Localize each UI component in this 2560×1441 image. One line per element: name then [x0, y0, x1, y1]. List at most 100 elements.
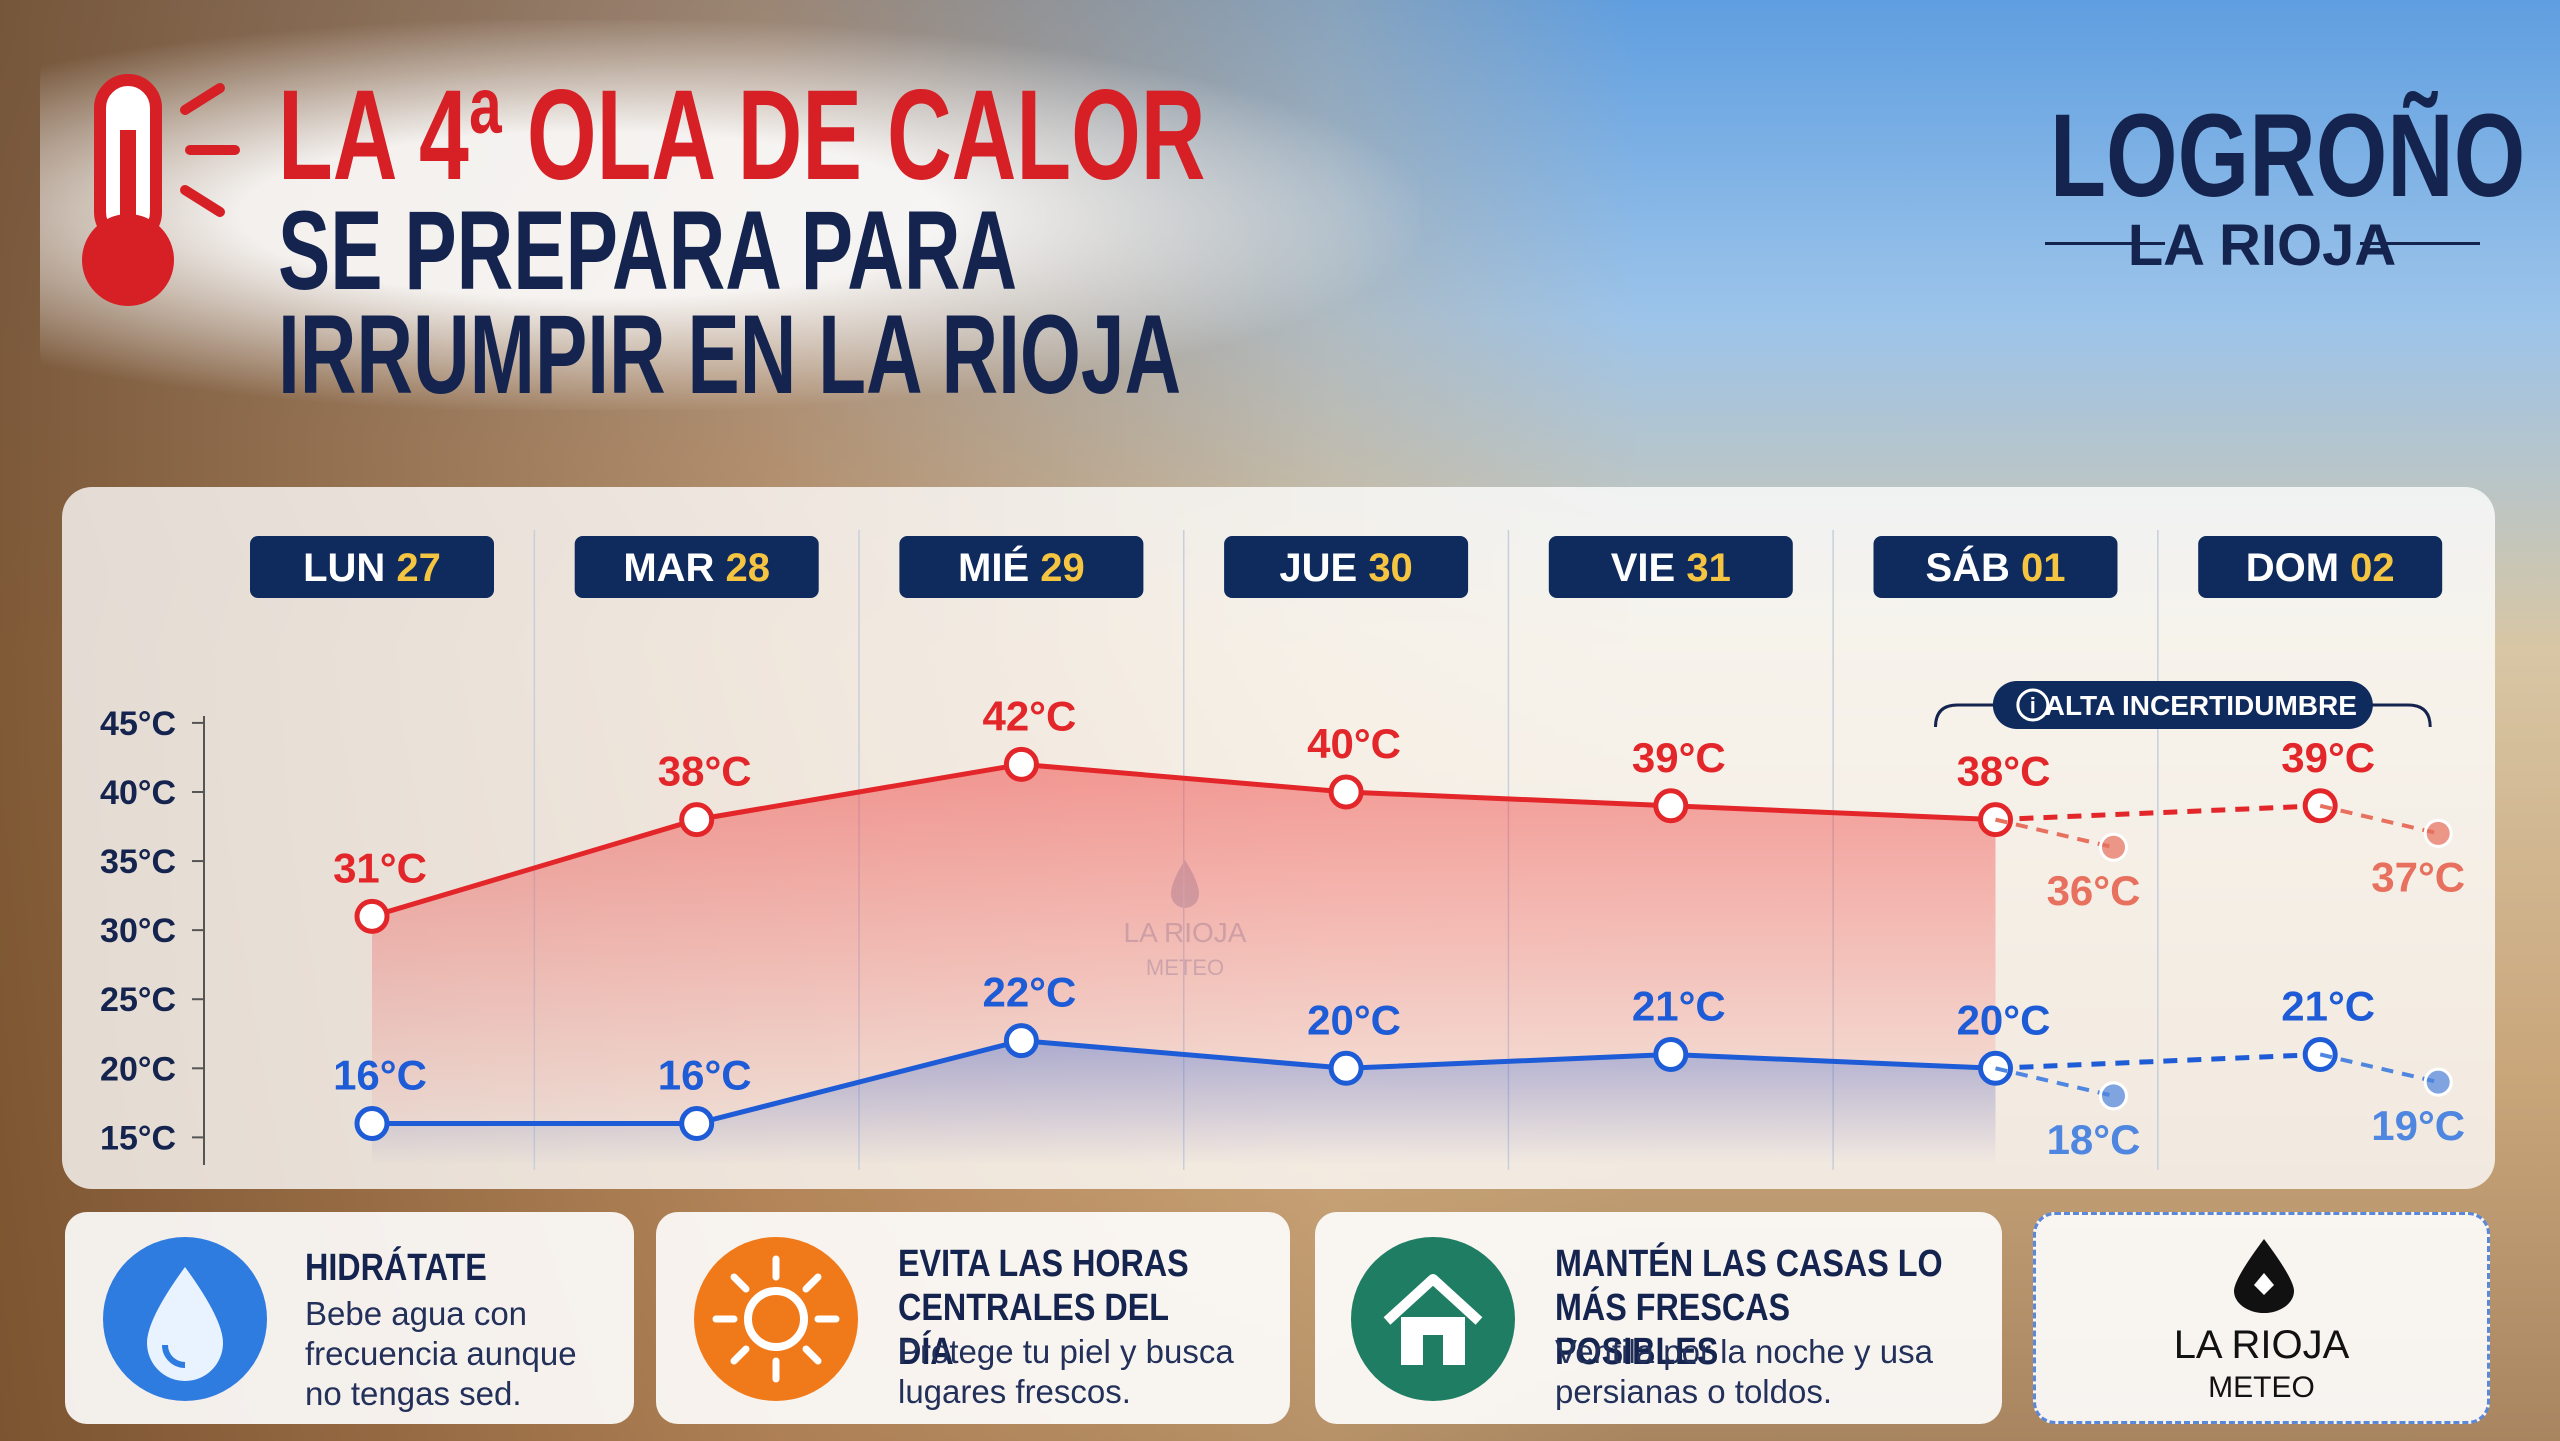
logo-sub: METEO — [2208, 1371, 2315, 1404]
value-label: 39°C — [2281, 734, 2375, 781]
day-pill — [1548, 536, 1793, 598]
value-label: 18°C — [2047, 1116, 2141, 1163]
day-name: DOM — [2246, 546, 2339, 590]
house-icon — [1351, 1237, 1515, 1401]
annotation: ALTA INCERTIDUMBRE — [2045, 690, 2357, 721]
alt-marker — [2423, 818, 2453, 848]
alt-marker — [2423, 1067, 2453, 1097]
value-label: 21°C — [1632, 982, 1726, 1029]
value-label: 40°C — [1307, 720, 1401, 767]
day-label: VIE 31 — [1611, 546, 1731, 590]
value-label: 31°C — [333, 844, 427, 891]
day-pill — [899, 536, 1144, 598]
day-name: VIE — [1611, 546, 1675, 590]
branch-line — [2319, 1052, 2439, 1085]
y-tick-label: 20°C — [100, 1050, 176, 1088]
marker — [679, 802, 715, 838]
value-label: 37°C — [2371, 853, 2465, 900]
day-label: SÁB 01 — [1925, 545, 2065, 590]
y-tick-label: 15°C — [100, 1119, 176, 1157]
thermometer-icon — [82, 74, 240, 306]
day-pill — [1873, 536, 2118, 598]
day-date: 31 — [1686, 546, 1731, 590]
day-label: LUN 27 — [303, 546, 441, 590]
line-dashed — [1995, 803, 2321, 823]
day-name: JUE — [1279, 546, 1357, 590]
marker — [679, 1106, 715, 1142]
annotation-pill — [1992, 681, 2373, 729]
tip-card: EVITA LAS HORAS CENTRALES DEL DÍA Proteg… — [656, 1212, 1290, 1424]
rule — [2045, 242, 2165, 245]
logo-card: LA RIOJA METEO — [2033, 1212, 2490, 1424]
day-date: 01 — [2021, 546, 2066, 590]
day-label: MIÉ 29 — [958, 545, 1085, 590]
day-label: JUE 30 — [1279, 546, 1412, 590]
info-i: i — [2030, 693, 2036, 718]
tip-title: MANTÉN LAS CASAS LO MÁS FRESCAS POSIBLES — [1555, 1243, 1943, 1373]
logo-icon — [2234, 1239, 2294, 1313]
y-tick-label: 40°C — [100, 774, 176, 812]
water-icon — [103, 1237, 267, 1401]
y-tick-label: 30°C — [100, 912, 176, 950]
marker — [354, 898, 390, 934]
title-line: LA 4ª OLA DE CALOR — [278, 64, 1206, 207]
day-name: MAR — [623, 546, 714, 590]
value-label: 22°C — [982, 969, 1076, 1016]
y-tick-label: 45°C — [100, 705, 176, 743]
day-pill — [574, 536, 819, 598]
tip-text: Ventila por la noche y usa persianas o t… — [1555, 1333, 1933, 1410]
branch-line — [1995, 1066, 2114, 1098]
y-tick-label: 35°C — [100, 843, 176, 881]
info-icon — [2016, 688, 2050, 722]
line — [372, 1038, 1996, 1127]
marker — [1653, 788, 1689, 824]
value-label: 21°C — [2281, 982, 2375, 1029]
day-pill — [2198, 536, 2443, 598]
alt-marker — [2099, 832, 2128, 862]
value-label: 42°C — [982, 692, 1076, 739]
branch-line — [1995, 817, 2114, 850]
day-label: MAR 28 — [623, 546, 770, 590]
value-label: 38°C — [1957, 748, 2051, 795]
value-label: 16°C — [658, 1052, 752, 1099]
line — [371, 761, 1996, 919]
value-label: 20°C — [1307, 996, 1401, 1043]
tip-text: Bebe agua con frecuencia aunque no tenga… — [305, 1295, 577, 1412]
tip-title: HIDRÁTATE — [305, 1247, 487, 1289]
day-date: 28 — [726, 546, 771, 590]
day-date: 02 — [2350, 546, 2395, 590]
tip-card: MANTÉN LAS CASAS LO MÁS FRESCAS POSIBLES… — [1315, 1212, 2002, 1424]
tip-card: HIDRÁTATE Bebe agua con frecuencia aunqu… — [65, 1212, 634, 1424]
value-label: 19°C — [2371, 1102, 2465, 1149]
value-label: 39°C — [1632, 734, 1726, 781]
value-label: 20°C — [1957, 996, 2051, 1043]
logo-name: LA RIOJA — [2173, 1323, 2350, 1367]
sun-icon — [694, 1237, 858, 1401]
rule — [2360, 242, 2480, 245]
day-pill — [1224, 536, 1469, 598]
title-line: IRRUMPIR EN LA RIOJA — [278, 292, 1182, 417]
tip-text: Protege tu piel y busca lugares frescos. — [898, 1333, 1234, 1410]
value-label: 38°C — [658, 748, 752, 795]
day-label: DOM 02 — [2246, 546, 2395, 590]
title-glow — [40, 20, 1420, 410]
marker — [354, 1106, 390, 1142]
marker — [1328, 1050, 1364, 1086]
day-date: 30 — [1368, 546, 1413, 590]
y-tick-label: 25°C — [100, 981, 176, 1019]
marker — [1653, 1036, 1689, 1072]
region: LA RIOJA — [2127, 213, 2397, 278]
alt-marker — [2099, 1081, 2128, 1111]
day-date: 27 — [396, 546, 441, 590]
tip-title: EVITA LAS HORAS CENTRALES DEL DÍA — [898, 1243, 1189, 1373]
line-dashed — [1995, 1051, 2321, 1071]
day-name: MIÉ — [958, 545, 1029, 590]
marker — [1003, 746, 1039, 782]
marker — [1328, 774, 1364, 810]
day-date: 29 — [1040, 546, 1085, 590]
value-label: 36°C — [2047, 867, 2141, 914]
value-label: 16°C — [333, 1052, 427, 1099]
day-pill — [250, 536, 494, 598]
